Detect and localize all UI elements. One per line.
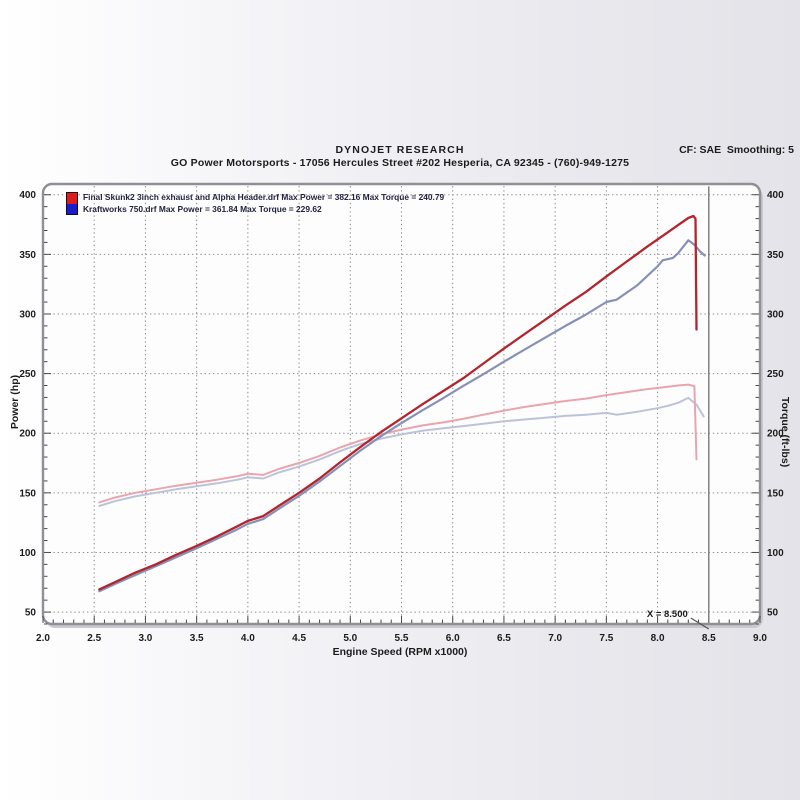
rpm-tick-label: 4.5 — [292, 633, 306, 644]
rpm-tick-label: 2.5 — [87, 633, 101, 644]
rpm-tick-label: 8.5 — [702, 633, 716, 644]
torque-axis-title: Torque (ft-lbs) — [779, 396, 791, 468]
rpm-tick-label: 5.0 — [343, 633, 357, 644]
report-title: DYNOJET RESEARCH — [335, 144, 465, 156]
series-kraftworks-power — [98, 239, 706, 593]
power-axis-title: Power (hp) — [9, 374, 21, 430]
torque-tick-label: 300 — [767, 309, 784, 320]
power-tick-label: 100 — [19, 548, 36, 559]
legend-color-swatches — [66, 192, 78, 215]
rpm-tick-label: 3.0 — [138, 633, 152, 644]
torque-tick-label: 250 — [767, 369, 784, 380]
power-tick-label: 150 — [19, 488, 36, 499]
rpm-axis-title: Engine Speed (RPM x1000) — [332, 646, 468, 658]
series-skunk2-torque — [98, 383, 698, 504]
rpm-tick-label: 2.0 — [36, 633, 50, 644]
power-tick-label: 250 — [19, 369, 36, 380]
torque-tick-label: 350 — [767, 250, 784, 261]
power-tick-label: 350 — [19, 250, 36, 261]
torque-tick-label: 100 — [767, 548, 784, 559]
torque-tick-label: 50 — [767, 608, 779, 619]
cursor-callout-line — [690, 617, 710, 630]
chart-legend: Final Skunk2 3inch exhaust and Alpha Hea… — [66, 192, 444, 215]
power-tick-label: 400 — [19, 190, 36, 201]
legend-swatch-red — [67, 193, 77, 204]
legend-entry-skunk2: Final Skunk2 3inch exhaust and Alpha Hea… — [83, 192, 445, 202]
power-tick-label: 300 — [19, 309, 36, 320]
cursor-position-label: X = 8.500 — [647, 609, 688, 620]
correction-smoothing-label: CF: SAE Smoothing: 5 — [679, 144, 794, 156]
rpm-tick-label: 9.0 — [753, 633, 767, 644]
torque-tick-label: 400 — [767, 190, 784, 201]
torque-tick-label: 200 — [767, 429, 784, 440]
shop-address: GO Power Motorsports - 17056 Hercules St… — [170, 157, 630, 169]
legend-entry-kraftworks: Kraftworks 750.drf Max Power = 361.84 Ma… — [83, 203, 322, 214]
rpm-tick-label: 5.5 — [395, 633, 409, 644]
rpm-tick-label: 6.0 — [446, 633, 460, 644]
series-skunk2-power — [98, 214, 698, 591]
rpm-tick-label: 8.0 — [651, 633, 665, 644]
rpm-tick-label: 7.5 — [599, 633, 613, 644]
rpm-tick-label: 6.5 — [497, 633, 511, 644]
power-tick-label: 50 — [25, 608, 37, 619]
rpm-tick-label: 4.0 — [241, 633, 255, 644]
rpm-tick-label: 3.5 — [190, 633, 204, 644]
rpm-tick-label: 7.0 — [548, 633, 562, 644]
series-kraftworks-torque — [98, 396, 705, 507]
torque-tick-label: 150 — [767, 488, 784, 499]
legend-swatch-blue — [67, 203, 77, 214]
power-tick-label: 200 — [19, 429, 36, 440]
